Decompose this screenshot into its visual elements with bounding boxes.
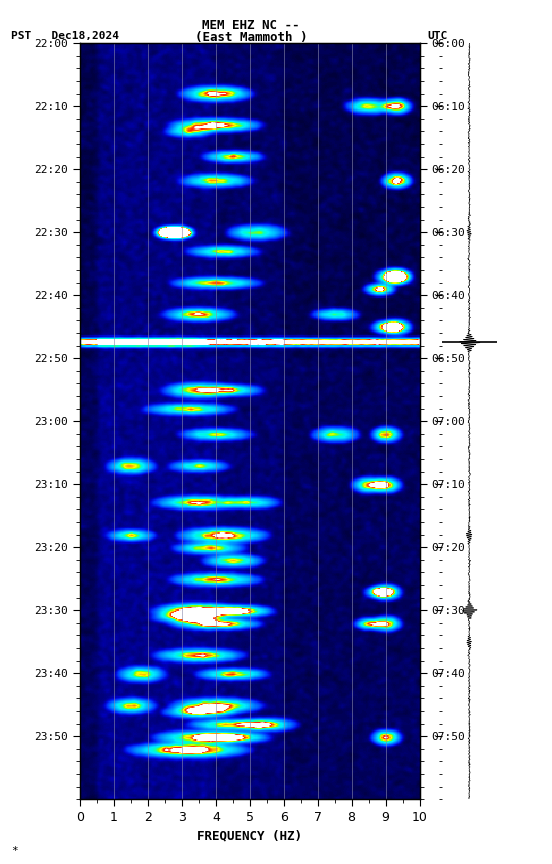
X-axis label: FREQUENCY (HZ): FREQUENCY (HZ): [197, 829, 302, 842]
Text: UTC: UTC: [428, 31, 448, 41]
Text: *: *: [11, 846, 18, 855]
Text: PST   Dec18,2024: PST Dec18,2024: [11, 31, 119, 41]
Text: MEM EHZ NC --: MEM EHZ NC --: [203, 19, 300, 32]
Text: (East Mammoth ): (East Mammoth ): [195, 31, 307, 44]
